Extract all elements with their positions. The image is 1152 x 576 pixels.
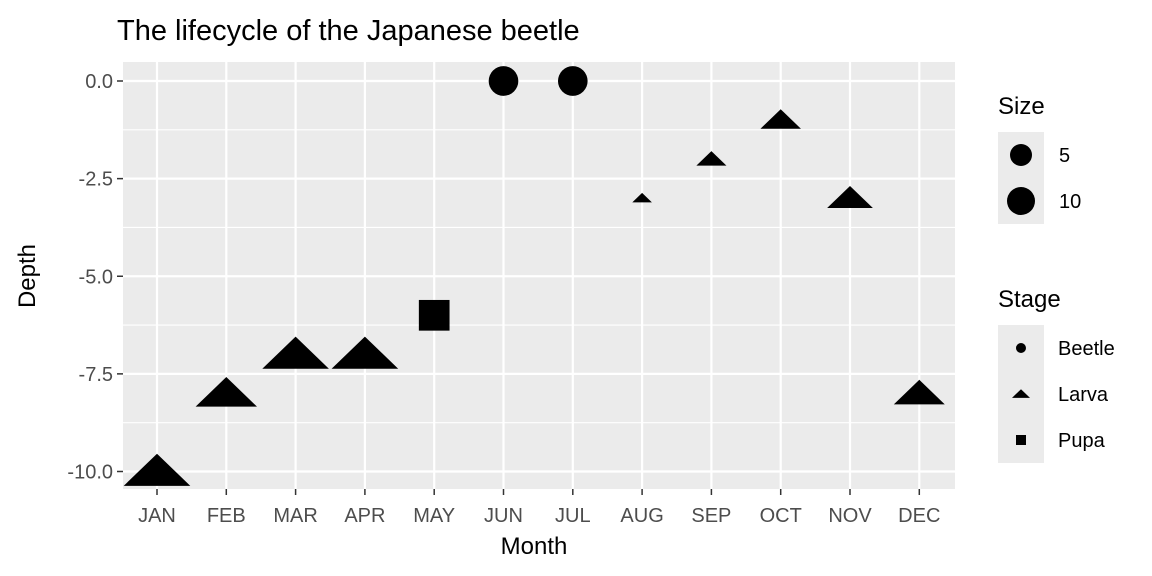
y-tick-label: 0.0 bbox=[85, 71, 113, 93]
legend-stage: Stage Beetle Larva Pupa bbox=[998, 286, 1115, 463]
legend-stage-key-pupa bbox=[1016, 435, 1026, 445]
y-tick-label: -5.0 bbox=[79, 266, 113, 288]
data-point-jan bbox=[123, 453, 191, 486]
x-tick-label: JUN bbox=[484, 505, 523, 527]
x-tick-label: OCT bbox=[760, 505, 802, 527]
y-tick-label: -10.0 bbox=[67, 462, 113, 484]
data-point-may bbox=[418, 299, 450, 331]
data-point-jun bbox=[488, 66, 519, 96]
data-point-apr bbox=[331, 336, 399, 369]
legend-stage-key-beetle bbox=[1016, 343, 1026, 353]
legend-stage-label: Pupa bbox=[1058, 430, 1106, 452]
legend-size-key-10 bbox=[1007, 187, 1035, 215]
legend-size-title: Size bbox=[998, 93, 1045, 120]
chart-title: The lifecycle of the Japanese beetle bbox=[117, 15, 580, 47]
legend-stage-label: Beetle bbox=[1058, 338, 1115, 360]
x-tick-label: AUG bbox=[620, 505, 663, 527]
y-axis: 0.0 -2.5 -5.0 -7.5 -10.0 bbox=[67, 71, 123, 484]
legend-stage-key-larva bbox=[1012, 389, 1030, 398]
legend-size-label: 10 bbox=[1059, 191, 1081, 213]
data-point-mar bbox=[262, 336, 329, 369]
legend-stage-label: Larva bbox=[1058, 384, 1109, 406]
x-tick-label: JAN bbox=[138, 505, 176, 527]
data-point-jul bbox=[557, 66, 588, 96]
y-axis-title: Depth bbox=[14, 244, 41, 308]
data-point-dec bbox=[893, 379, 945, 405]
x-tick-label: MAR bbox=[273, 505, 317, 527]
legend-size-key-5 bbox=[1010, 144, 1032, 166]
x-tick-label: DEC bbox=[898, 505, 940, 527]
grid-lines bbox=[123, 62, 955, 489]
data-point-nov bbox=[827, 185, 873, 208]
data-points bbox=[123, 66, 945, 486]
legend-stage-title: Stage bbox=[998, 286, 1061, 313]
x-tick-label: JUL bbox=[555, 505, 591, 527]
data-point-oct bbox=[760, 109, 801, 129]
x-tick-label: FEB bbox=[207, 505, 246, 527]
data-point-sep bbox=[696, 151, 727, 166]
x-tick-label: MAY bbox=[413, 505, 455, 527]
legend-size-label: 5 bbox=[1059, 145, 1070, 167]
legend-size: Size 5 10 bbox=[998, 93, 1081, 224]
y-tick-label: -2.5 bbox=[79, 169, 113, 191]
x-axis: JAN FEB MAR APR MAY JUN JUL AUG SEP OCT NOV DEC bbox=[138, 489, 940, 527]
x-axis-title: Month bbox=[501, 533, 568, 560]
x-tick-label: NOV bbox=[828, 505, 872, 527]
x-tick-label: APR bbox=[344, 505, 385, 527]
x-tick-label: SEP bbox=[691, 505, 731, 527]
data-point-feb bbox=[195, 377, 257, 407]
data-point-aug bbox=[632, 192, 652, 203]
y-tick-label: -7.5 bbox=[79, 364, 113, 386]
